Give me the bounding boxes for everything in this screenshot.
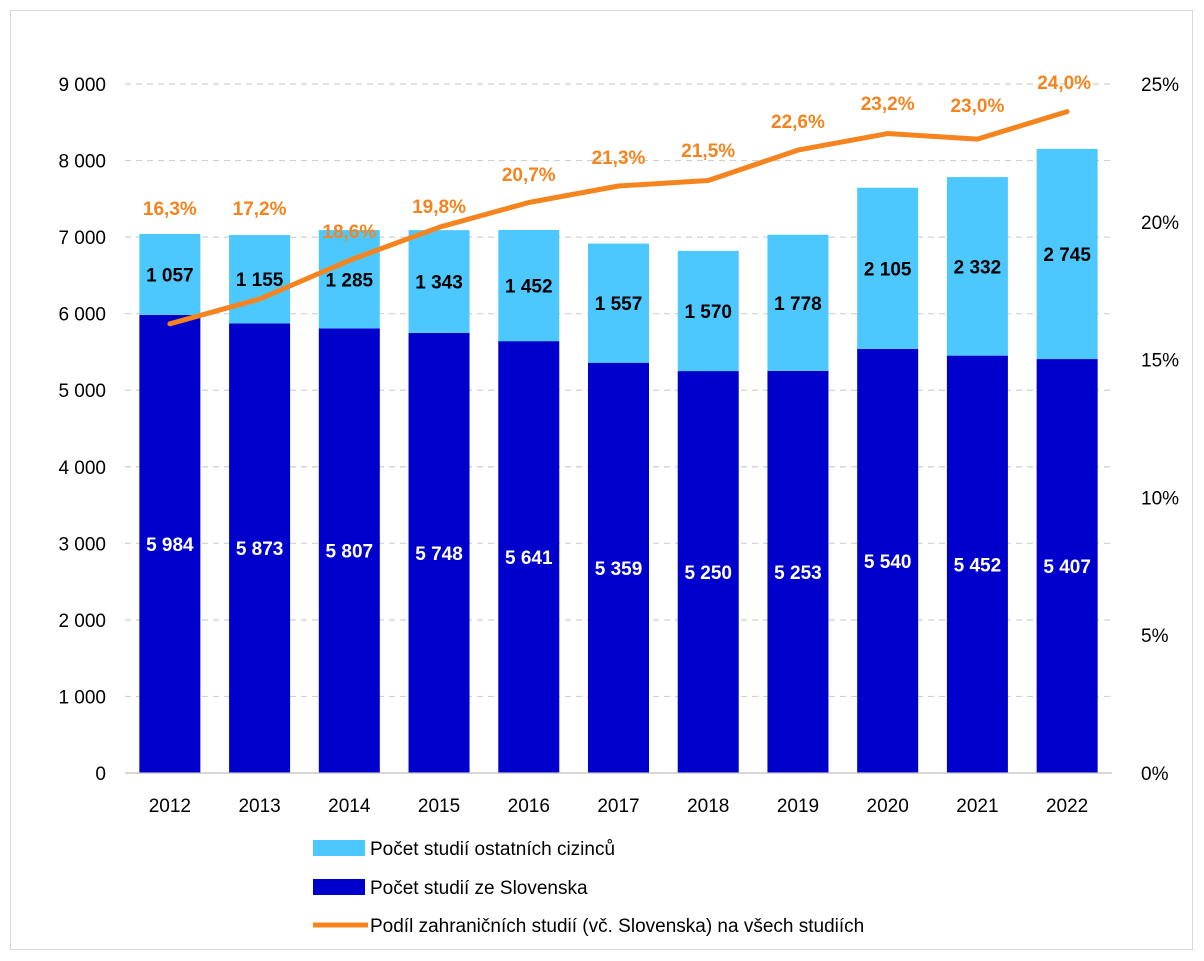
bar-other-foreigners-label: 1 057: [146, 265, 194, 286]
y-left-tick-label: 9 000: [58, 75, 106, 96]
bar-slovakia-label: 5 641: [505, 548, 553, 569]
legend-label: Počet studií ze Slovenska: [370, 878, 588, 899]
legend-label: Počet studií ostatních cizinců: [370, 839, 615, 860]
y-left-tick-label: 1 000: [58, 687, 106, 708]
x-tick-label: 2019: [777, 796, 819, 817]
y-right-tick-label: 15%: [1141, 351, 1179, 372]
bar-other-foreigners-label: 1 343: [415, 273, 463, 294]
bar-other-foreigners: [498, 229, 560, 342]
bar-other-foreigners: [1036, 148, 1098, 360]
bar-other-foreigners: [408, 230, 470, 333]
y-left-tick-label: 6 000: [58, 305, 106, 326]
bar-other-foreigners-label: 2 332: [954, 257, 1002, 278]
share-label: 24,0%: [1037, 73, 1091, 94]
share-label: 16,3%: [143, 199, 197, 220]
bar-slovakia-label: 5 807: [326, 542, 374, 563]
y-left-tick-label: 3 000: [58, 534, 106, 555]
bar-other-foreigners: [588, 243, 649, 363]
y-right-tick-label: 25%: [1141, 75, 1179, 96]
y-left-tick-label: 0: [95, 764, 106, 785]
bar-other-foreigners-label: 1 285: [326, 270, 374, 291]
bar-other-foreigners-label: 1 570: [684, 302, 732, 323]
bar-other-foreigners: [857, 187, 919, 349]
x-tick-label: 2016: [508, 796, 550, 817]
data-labels: 5 984 1 057 5 873 1 155 5 807 1 285 5 748 1 343…: [143, 73, 1091, 584]
x-tick-label: 2022: [1046, 796, 1088, 817]
bar-slovakia: [946, 355, 1008, 773]
x-tick-label: 2015: [418, 796, 460, 817]
bar-slovakia-label: 5 873: [236, 539, 284, 560]
y-right-tick-label: 5%: [1141, 626, 1169, 647]
bar-slovakia-label: 5 250: [684, 563, 732, 584]
share-label: 23,2%: [861, 94, 915, 115]
y-right-tick-label: 20%: [1141, 213, 1179, 234]
bar-other-foreigners: [229, 234, 291, 324]
y-left-tick-label: 5 000: [58, 381, 106, 402]
bar-slovakia: [318, 328, 380, 773]
bar-other-foreigners-label: 2 745: [1043, 245, 1091, 266]
bar-slovakia-label: 5 407: [1043, 557, 1091, 578]
x-tick-label: 2017: [597, 796, 639, 817]
bar-other-foreigners-label: 1 778: [774, 294, 822, 315]
bar-slovakia-label: 5 253: [774, 563, 822, 584]
bars: [139, 148, 1098, 773]
bar-other-foreigners: [139, 233, 201, 315]
bar-slovakia-label: 5 452: [954, 555, 1002, 576]
bar-other-foreigners: [677, 250, 739, 372]
bar-other-foreigners: [767, 234, 829, 371]
x-tick-label: 2020: [867, 796, 909, 817]
bar-slovakia: [677, 371, 739, 773]
bar-other-foreigners: [318, 230, 380, 329]
bar-other-foreigners-label: 1 557: [595, 294, 643, 315]
bar-slovakia-label: 5 540: [864, 552, 912, 573]
share-label: 22,6%: [771, 112, 825, 133]
share-label: 18,6%: [322, 222, 376, 243]
bar-other-foreigners: [946, 177, 1008, 356]
share-label: 21,3%: [592, 148, 646, 169]
y-left-tick-label: 4 000: [58, 458, 106, 479]
bar-slovakia: [857, 348, 919, 773]
x-tick-label: 2018: [687, 796, 729, 817]
bar-slovakia-label: 5 984: [146, 535, 194, 556]
bar-slovakia-label: 5 748: [415, 544, 463, 565]
x-tick-label: 2012: [149, 796, 191, 817]
bar-slovakia-label: 5 359: [595, 559, 643, 580]
legend-swatch: [313, 879, 365, 895]
bar-other-foreigners-label: 1 452: [505, 277, 553, 298]
bar-slovakia: [1036, 359, 1098, 773]
y-left-tick-label: 7 000: [58, 228, 106, 249]
x-tick-label: 2021: [956, 796, 998, 817]
axes: 0 1 000 2 000 3 000 4 000 5 000 6 000 7 000 8 00…: [58, 75, 1179, 817]
share-label: 20,7%: [502, 165, 556, 186]
y-left-tick-label: 8 000: [58, 152, 106, 173]
percentage-line: [167, 109, 1070, 327]
legend-label: Podíl zahraničních studií (vč. Slovenska…: [370, 916, 864, 937]
y-right-tick-label: 0%: [1141, 764, 1169, 785]
bar-other-foreigners-label: 1 155: [236, 270, 284, 291]
legend: Počet studií ostatních cizinců Počet stud…: [313, 839, 864, 937]
share-label: 17,2%: [233, 199, 287, 220]
x-tick-label: 2013: [238, 796, 280, 817]
bar-slovakia: [229, 323, 291, 773]
bar-other-foreigners-label: 2 105: [864, 259, 912, 280]
y-left-tick-label: 2 000: [58, 611, 106, 632]
bar-slovakia: [498, 341, 560, 773]
share-label: 23,0%: [950, 96, 1004, 117]
bar-slovakia: [408, 332, 470, 773]
legend-swatch: [313, 840, 365, 856]
bar-slovakia: [767, 370, 829, 773]
bar-slovakia: [139, 314, 201, 773]
share-label: 19,8%: [412, 197, 466, 218]
bar-slovakia: [588, 362, 649, 773]
y-right-tick-label: 10%: [1141, 488, 1179, 509]
share-label: 21,5%: [681, 141, 735, 162]
x-tick-label: 2014: [328, 796, 371, 817]
